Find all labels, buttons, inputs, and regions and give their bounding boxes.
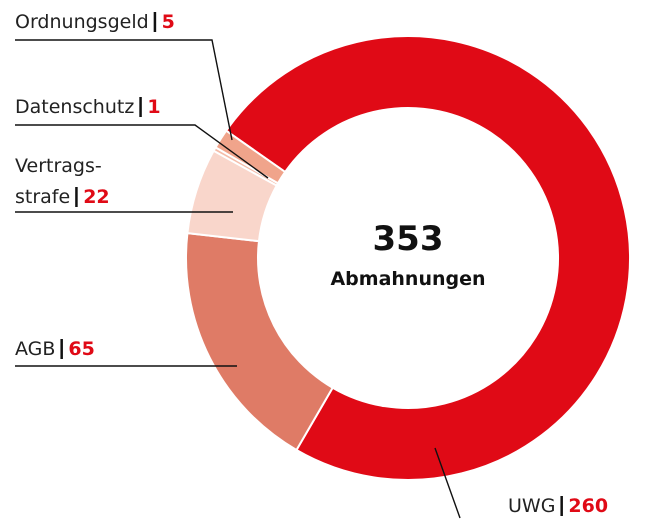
label-value: 1 bbox=[147, 96, 160, 118]
label-name: AGB bbox=[15, 338, 55, 360]
leader-line bbox=[15, 124, 269, 179]
label-value: 22 bbox=[83, 186, 109, 208]
donut-segment bbox=[185, 231, 335, 452]
leader-line bbox=[15, 39, 233, 141]
label-value: 260 bbox=[568, 495, 608, 517]
label-name: Vertrags-strafe bbox=[15, 155, 102, 208]
separator bbox=[139, 97, 142, 117]
label-name: UWG bbox=[508, 495, 555, 517]
donut-segment bbox=[224, 35, 631, 481]
leader-line bbox=[434, 447, 461, 519]
label-name: Datenschutz bbox=[15, 96, 134, 118]
separator bbox=[560, 496, 563, 516]
label-value: 5 bbox=[162, 11, 175, 33]
separator bbox=[153, 12, 157, 32]
separator bbox=[60, 339, 63, 359]
center-label: Abmahnungen bbox=[330, 268, 485, 290]
center-value: 353 bbox=[373, 219, 444, 259]
label-name: Ordnungsgeld bbox=[15, 11, 149, 33]
separator bbox=[75, 187, 78, 207]
label-value: 65 bbox=[68, 338, 94, 360]
